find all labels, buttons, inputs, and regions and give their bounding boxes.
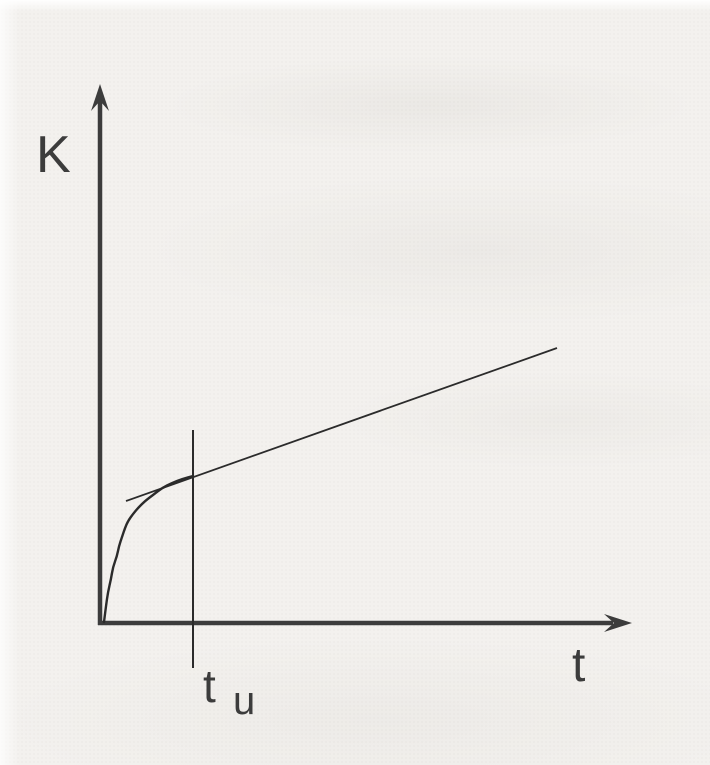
tu-label-subscript: u: [233, 679, 255, 723]
response-curve: [102, 474, 195, 624]
x-axis-arrowhead-icon: [604, 614, 632, 632]
x-axis-label: t: [572, 639, 585, 692]
tangent-line: [125, 347, 558, 502]
axes: [91, 84, 632, 632]
y-axis-label: K: [36, 126, 71, 184]
tu-label-base: t: [203, 660, 216, 712]
y-axis-arrowhead-icon: [91, 84, 109, 111]
